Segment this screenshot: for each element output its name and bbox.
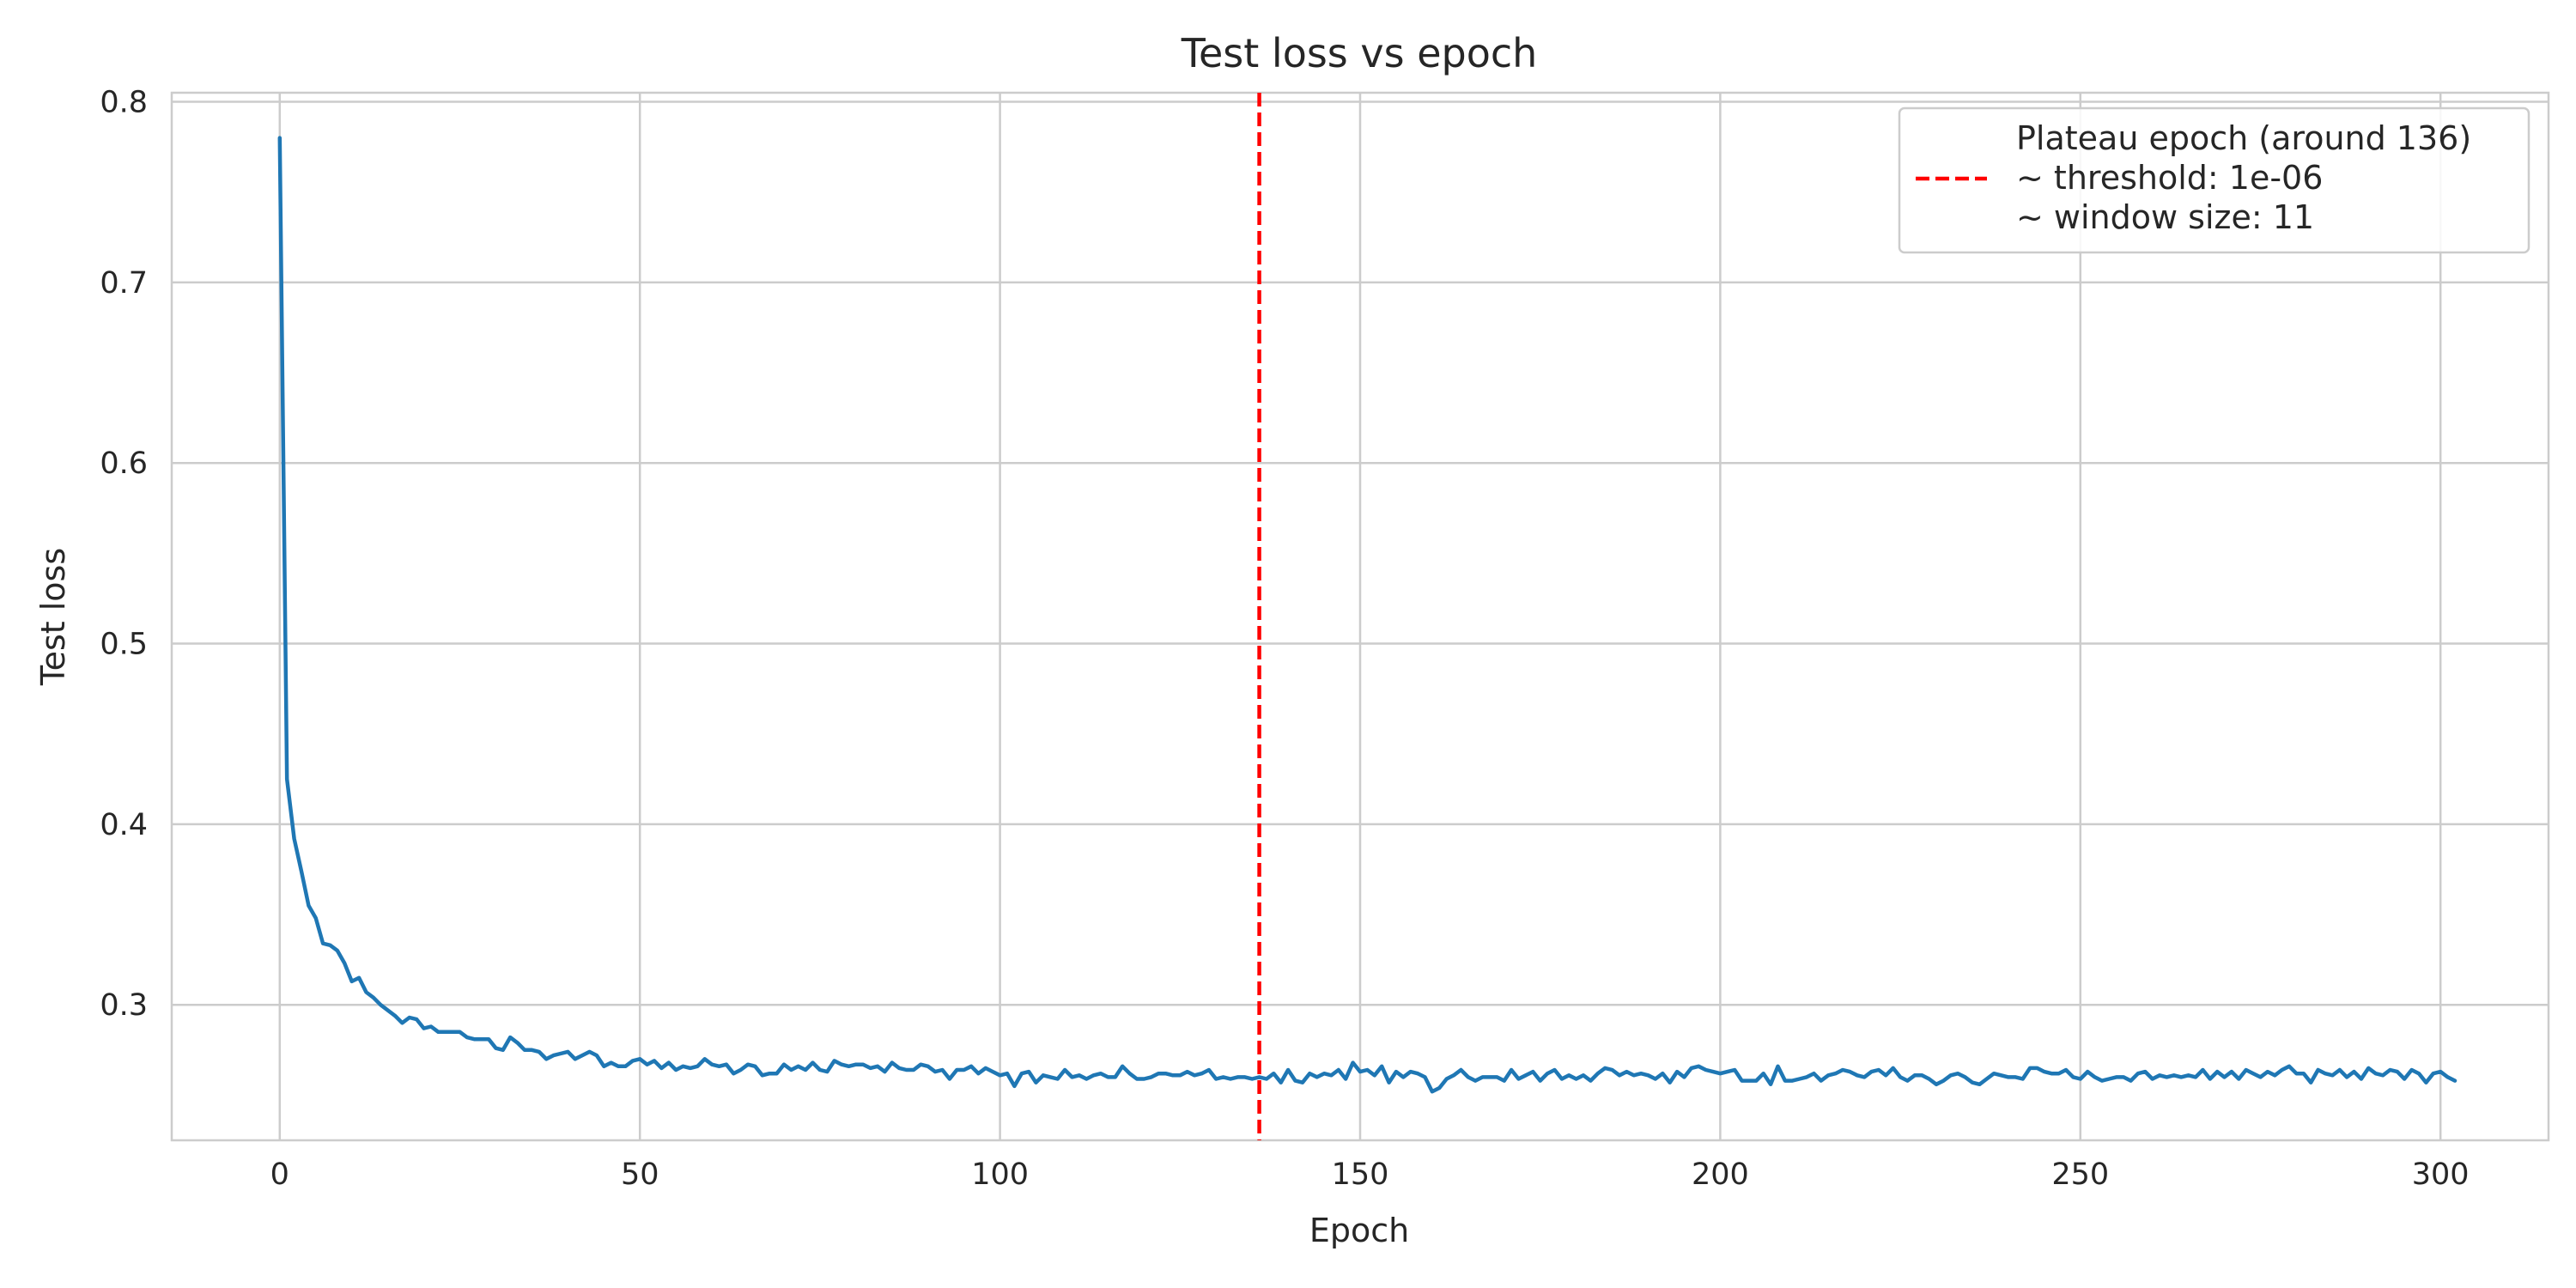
x-tick-label: 100 [971, 1157, 1029, 1192]
x-tick-label: 300 [2412, 1157, 2470, 1192]
y-axis-label: Test loss [34, 548, 72, 686]
series-line-test-loss [277, 136, 2458, 1094]
chart-title: Test loss vs epoch [1181, 30, 1538, 76]
legend-box [1898, 106, 2530, 254]
x-tick-label: 0 [270, 1157, 289, 1192]
legend-entry-plateau: Plateau epoch (around 136) ~ threshold: … [2016, 119, 2482, 236]
x-tick-label: 200 [1692, 1157, 1749, 1192]
y-tick-label: 0.7 [100, 266, 148, 301]
y-tick-labels: 0.3 0.4 0.5 0.6 0.7 0.8 [100, 86, 148, 1024]
x-tick-label: 150 [1332, 1157, 1389, 1192]
legend-line-3: ~ window size: 11 [2016, 198, 2314, 236]
x-axis-label: Epoch [1309, 1212, 1409, 1249]
plot-frame [170, 91, 2550, 1142]
y-tick-label: 0.5 [100, 628, 148, 662]
legend-line-2: ~ threshold: 1e-06 [2016, 159, 2323, 197]
y-tick-label: 0.8 [100, 86, 148, 120]
x-tick-label: 250 [2051, 1157, 2109, 1192]
y-tick-label: 0.4 [100, 808, 148, 842]
y-tick-label: 0.3 [100, 988, 148, 1023]
legend-line-1: Plateau epoch (around 136) [2016, 119, 2471, 157]
y-tick-label: 0.6 [100, 447, 148, 481]
x-tick-labels: 0 50 100 150 200 250 300 [270, 1157, 2470, 1192]
grid [172, 93, 2549, 1140]
legend: Plateau epoch (around 136) ~ threshold: … [1898, 106, 2530, 254]
x-tick-label: 50 [621, 1157, 659, 1192]
